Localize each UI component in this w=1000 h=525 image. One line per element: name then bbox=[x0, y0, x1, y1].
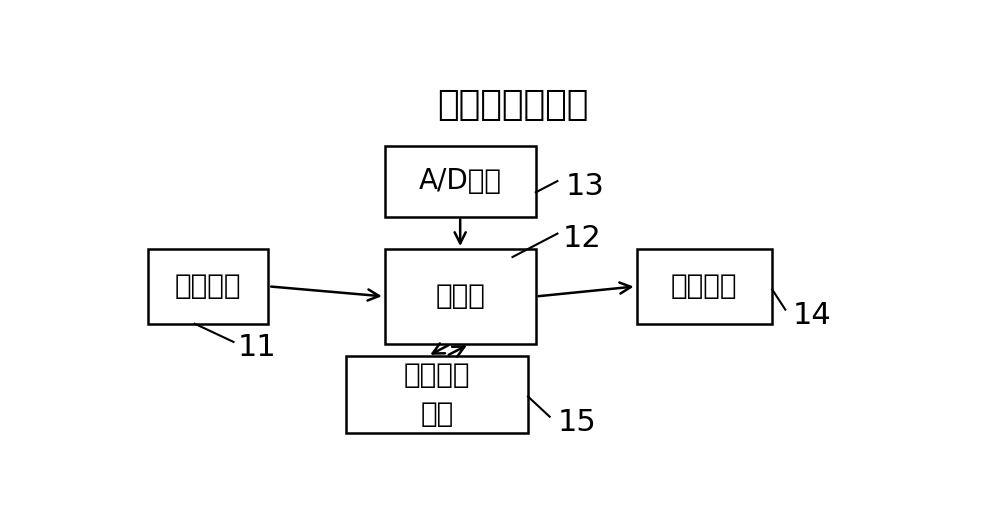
Text: 15: 15 bbox=[557, 408, 596, 437]
Text: A/D模块: A/D模块 bbox=[419, 167, 502, 195]
Text: 驱动模块: 驱动模块 bbox=[671, 272, 738, 300]
Text: 数据处理
模块: 数据处理 模块 bbox=[404, 361, 470, 428]
Bar bbox=[385, 146, 536, 217]
Bar bbox=[346, 356, 528, 433]
Text: 14: 14 bbox=[793, 301, 832, 330]
Text: 11: 11 bbox=[237, 333, 276, 362]
Text: 12: 12 bbox=[563, 224, 602, 254]
Bar bbox=[637, 249, 772, 324]
Text: 瞬态补偿控制器: 瞬态补偿控制器 bbox=[437, 88, 588, 122]
Text: 电源模块: 电源模块 bbox=[175, 272, 242, 300]
Text: 处理器: 处理器 bbox=[435, 282, 485, 310]
Bar bbox=[385, 249, 536, 344]
Bar bbox=[148, 249, 268, 324]
Text: 13: 13 bbox=[565, 172, 604, 201]
